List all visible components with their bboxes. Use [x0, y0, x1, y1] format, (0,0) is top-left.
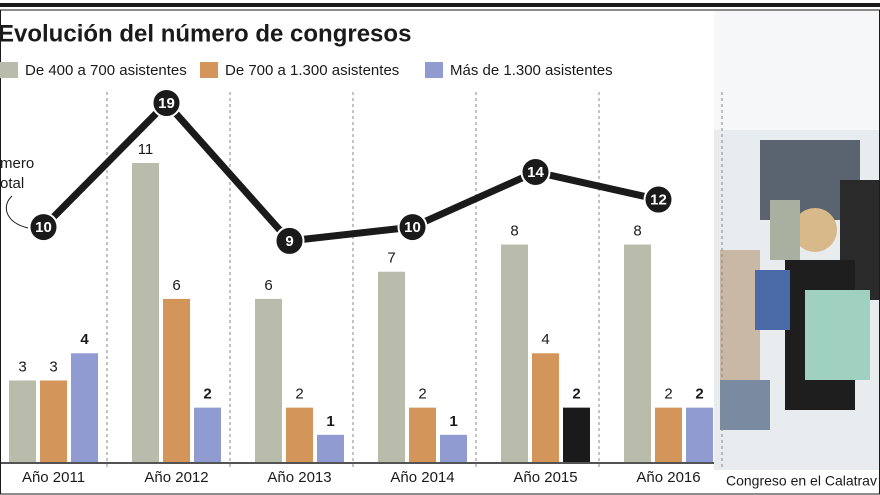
- photo-caption: Congreso en el Calatrav: [726, 473, 877, 489]
- bar-value-label: 4: [541, 331, 549, 348]
- bar: [9, 380, 36, 462]
- bar: [378, 271, 405, 462]
- x-tick-label: Año 2014: [390, 469, 454, 486]
- bar: [501, 244, 528, 462]
- total-marker: [274, 225, 305, 256]
- legend-swatch: [425, 62, 443, 78]
- legend-label: Más de 1.300 asistentes: [450, 62, 613, 79]
- bar-value-label: 2: [295, 386, 303, 403]
- photo: [714, 10, 880, 470]
- total-marker: [643, 184, 674, 215]
- x-tick-label: Año 2011: [22, 469, 85, 486]
- bar-value-label: 2: [203, 386, 211, 403]
- annotation-leader: [5, 195, 29, 229]
- total-label: 10: [404, 219, 421, 236]
- bar: [255, 298, 282, 462]
- bar: [71, 353, 98, 462]
- annotation: otal: [0, 175, 24, 192]
- bar: [624, 244, 651, 462]
- bar-value-label: 4: [80, 331, 89, 348]
- legend-label: De 700 a 1.300 asistentes: [225, 62, 399, 79]
- annotation: mero: [0, 155, 34, 172]
- bar: [655, 407, 682, 462]
- total-marker: [151, 88, 182, 118]
- bar: [132, 163, 159, 462]
- total-line: [41, 99, 660, 245]
- bar-value-label: 6: [172, 277, 180, 294]
- bar: [409, 407, 436, 462]
- bar: [194, 407, 221, 462]
- total-marker: [520, 156, 551, 187]
- bar: [317, 434, 344, 462]
- bar-value-label: 2: [695, 386, 703, 403]
- bar-value-label: 6: [264, 277, 272, 294]
- bar-value-label: 8: [633, 223, 641, 240]
- top-rule: [0, 3, 880, 7]
- bar: [286, 407, 313, 462]
- x-tick-label: Año 2012: [144, 469, 208, 486]
- bar: [163, 298, 190, 462]
- bar-value-label: 1: [449, 413, 457, 430]
- total-marker: [397, 212, 428, 243]
- total-label: 14: [527, 164, 544, 181]
- x-tick-label: Año 2013: [267, 469, 331, 486]
- bar-value-label: 1: [326, 413, 334, 430]
- bar-value-label: 7: [387, 250, 395, 267]
- bar: [686, 407, 713, 462]
- bar-value-label: 2: [664, 386, 672, 403]
- total-label: 19: [158, 95, 175, 112]
- bar: [532, 353, 559, 462]
- bar: [440, 434, 467, 462]
- total-label: 9: [285, 233, 293, 250]
- bar-value-label: 3: [49, 358, 57, 375]
- bar: [563, 407, 590, 462]
- total-marker: [28, 212, 59, 243]
- bar: [40, 380, 67, 462]
- legend-swatch: [200, 62, 218, 78]
- x-tick-label: Año 2016: [636, 469, 700, 486]
- bar-value-label: 11: [138, 141, 154, 158]
- total-label: 10: [35, 219, 52, 236]
- bar-value-label: 3: [18, 358, 26, 375]
- caption-box: [720, 470, 880, 494]
- bar-value-label: 8: [510, 223, 518, 240]
- bar-value-label: 2: [418, 386, 426, 403]
- x-tick-label: Año 2015: [513, 469, 577, 486]
- bar-value-label: 2: [572, 386, 580, 403]
- legend-label: De 400 a 700 asistentes: [25, 62, 187, 79]
- chart-title: Evolución del número de congresos: [0, 20, 411, 47]
- total-label: 12: [650, 191, 667, 208]
- legend-swatch: [0, 62, 18, 78]
